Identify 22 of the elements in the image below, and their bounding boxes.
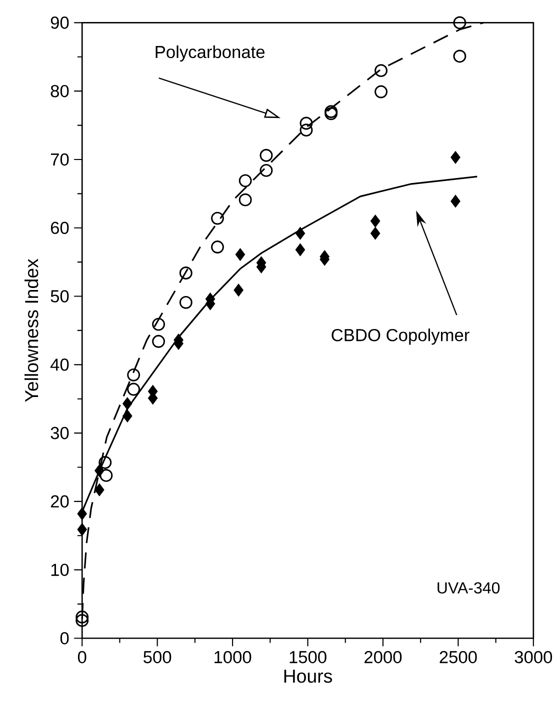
y-tick-label: 80 bbox=[50, 84, 69, 98]
x-axis-title: Hours bbox=[284, 670, 332, 683]
y-tick-label: 20 bbox=[50, 495, 69, 508]
y-tick-label: 0 bbox=[60, 632, 69, 644]
x-tick-label: 1000 bbox=[214, 650, 252, 664]
y-tick-label: 90 bbox=[50, 16, 69, 29]
x-tick-label: 3000 bbox=[514, 650, 552, 664]
y-tick-label: 10 bbox=[51, 564, 69, 576]
annotation: CBDO Copolymer bbox=[332, 328, 470, 345]
y-axis-title: Yellowness Index bbox=[24, 258, 38, 402]
y-tick-label: 60 bbox=[50, 222, 69, 234]
y-tick-label: 70 bbox=[50, 153, 69, 166]
y-tick-label: 40 bbox=[50, 358, 69, 371]
x-tick-label: 1500 bbox=[290, 650, 326, 664]
x-tick-label: 0 bbox=[78, 650, 86, 664]
annotation: UVA-340 bbox=[438, 582, 500, 594]
x-tick-label: 500 bbox=[143, 650, 172, 664]
y-tick-label: 30 bbox=[50, 426, 69, 440]
y-tick-label: 50 bbox=[50, 290, 69, 302]
annotation: Polycarbonate bbox=[156, 45, 264, 62]
x-tick-label: 2500 bbox=[440, 650, 477, 664]
x-tick-label: 2000 bbox=[364, 650, 402, 664]
